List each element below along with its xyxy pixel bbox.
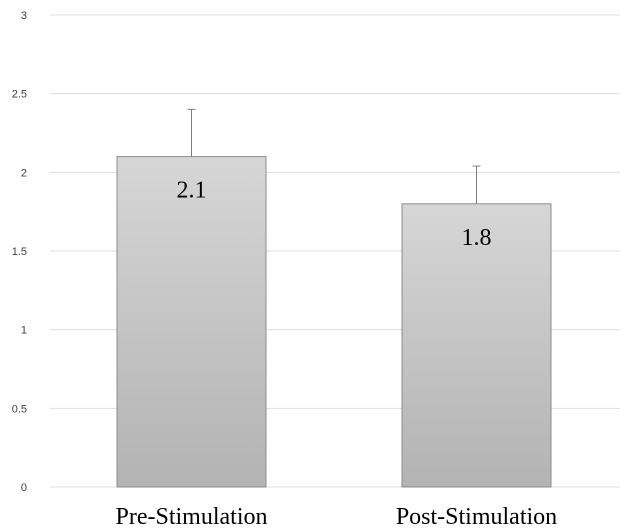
y-tick-label: 2.5 [12,89,27,101]
y-tick-label: 1.5 [12,246,27,258]
y-tick-label: 0 [21,482,27,494]
x-tick-label: Post-Stimulation [396,504,557,530]
y-tick-label: 3 [21,10,27,22]
y-tick-label: 2 [21,167,27,179]
y-tick-label: 0.5 [12,403,27,415]
y-axis-ticks: 0 0.5 1 1.5 2 2.5 3 [12,10,27,494]
x-tick-label: Pre-Stimulation [116,504,268,530]
x-axis-labels: Pre-Stimulation Post-Stimulation [116,504,558,530]
bars [116,156,552,488]
bar [401,203,552,488]
y-tick-label: 1 [21,325,27,337]
bar [116,156,267,488]
data-labels: 2.1 1.8 [177,178,492,251]
error-bars [187,108,481,204]
data-label: 2.1 [177,178,207,204]
data-label: 1.8 [462,225,492,251]
